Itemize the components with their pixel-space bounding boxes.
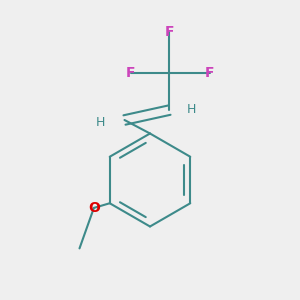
Text: F: F xyxy=(205,66,215,80)
Text: H: H xyxy=(96,116,105,129)
Text: H: H xyxy=(186,103,196,116)
Text: O: O xyxy=(88,201,100,215)
Text: F: F xyxy=(165,25,174,38)
Text: F: F xyxy=(126,66,135,80)
